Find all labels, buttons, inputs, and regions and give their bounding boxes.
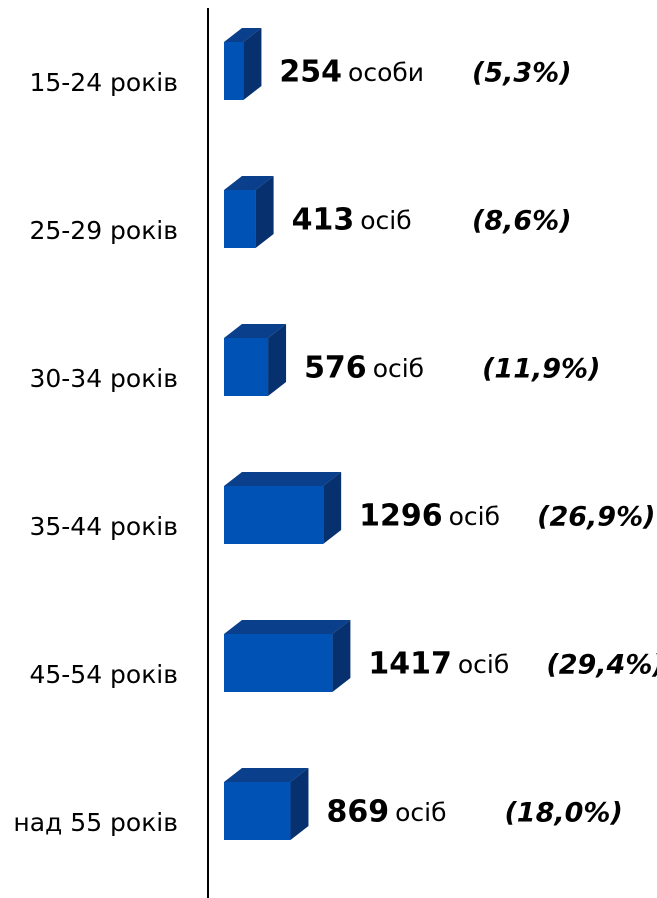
bar-front: [224, 42, 244, 100]
bar-side: [268, 324, 287, 396]
bar-side: [323, 472, 342, 544]
bar-front: [224, 338, 269, 396]
bar-side: [243, 28, 262, 100]
category-label: над 55 років: [13, 808, 178, 837]
bar: [224, 620, 351, 692]
bar-front: [224, 634, 333, 692]
bar-front: [224, 486, 324, 544]
share-label: (26,9%): [537, 502, 655, 533]
bar-side: [255, 176, 274, 248]
bar-side: [290, 768, 309, 840]
unit-label: особи: [348, 58, 424, 87]
bar-top: [224, 324, 287, 338]
share-label: (8,6%): [472, 206, 572, 237]
bar-top: [224, 472, 342, 486]
bar-front: [224, 782, 291, 840]
unit-label: осіб: [458, 650, 509, 679]
value-label: 1296: [359, 499, 443, 534]
unit-label: осіб: [395, 798, 446, 827]
share-label: (5,3%): [472, 58, 572, 89]
share-label: (29,4%): [546, 650, 657, 681]
value-label: 413: [292, 203, 355, 238]
unit-label: осіб: [449, 502, 500, 531]
bar-top: [224, 176, 274, 190]
category-label: 30-34 років: [29, 364, 178, 393]
bar-top: [224, 28, 262, 42]
bar-top: [224, 620, 351, 634]
value-label: 254: [279, 55, 342, 90]
value-label: 1417: [368, 647, 452, 682]
bar-front: [224, 190, 256, 248]
bar: [224, 176, 274, 248]
category-label: 45-54 років: [29, 660, 178, 689]
category-label: 35-44 років: [29, 512, 178, 541]
value-label: 869: [326, 795, 389, 830]
share-label: (11,9%): [482, 354, 600, 385]
bar-side: [332, 620, 351, 692]
bar: [224, 28, 262, 100]
category-label: 25-29 років: [29, 216, 178, 245]
value-label: 576: [304, 351, 367, 386]
bar: [224, 324, 287, 396]
unit-label: осіб: [360, 206, 411, 235]
share-label: (18,0%): [504, 798, 622, 829]
bar: [224, 768, 309, 840]
category-label: 15-24 років: [29, 68, 178, 97]
bar-top: [224, 768, 309, 782]
bar: [224, 472, 342, 544]
unit-label: осіб: [373, 354, 424, 383]
